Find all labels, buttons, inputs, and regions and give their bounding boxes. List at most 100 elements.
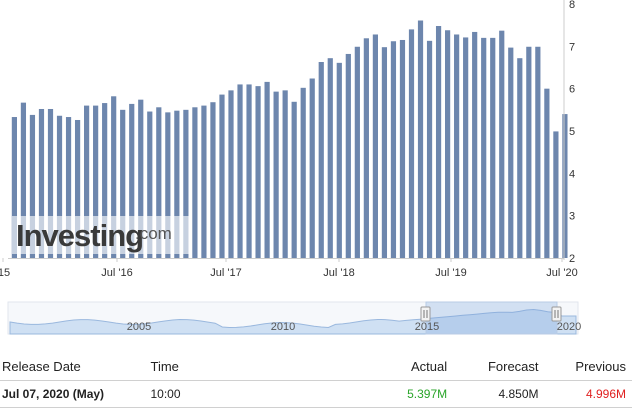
bar[interactable] [246,84,252,259]
watermark-brand: Investing [16,218,144,253]
x-tick-label: Jul '19 [435,267,466,279]
navigator-left-handle[interactable] [420,306,431,322]
y-tick-label: 8 [569,0,575,11]
bar[interactable] [327,58,333,258]
bar[interactable] [138,99,144,258]
bar[interactable] [201,105,207,258]
bar[interactable] [381,47,388,259]
bar[interactable] [47,108,54,259]
bar[interactable] [345,53,351,259]
x-tick-label: '15 [0,267,10,279]
y-axis-ticks: 2 3 4 5 6 7 8 [569,0,575,265]
header-release-date: Release Date [0,352,151,381]
bar[interactable] [472,31,478,258]
table-row: Jul 07, 2020 (May) 10:00 5.397M 4.850M 4… [0,380,632,408]
header-previous: Previous [538,352,632,381]
x-tick-label: Jul '18 [323,267,354,279]
navigator-label-2020: 2020 [557,321,581,333]
y-tick-label: 7 [569,41,575,53]
table-header-row: Release Date Time Actual Forecast Previo… [0,352,632,381]
bar[interactable] [147,111,153,258]
bar[interactable] [426,40,433,258]
header-time: Time [150,352,339,381]
bar[interactable] [102,103,108,258]
bar[interactable] [11,117,17,258]
y-tick-label: 4 [569,168,575,180]
bar[interactable] [300,87,306,258]
bar[interactable] [38,108,45,259]
bar[interactable] [156,107,162,258]
navigator-label-2010: 2010 [271,321,295,333]
bar[interactable] [219,94,225,258]
bar[interactable] [264,81,270,258]
bar[interactable] [93,105,99,258]
bar[interactable] [56,115,63,258]
bar[interactable] [228,90,234,258]
bar[interactable] [29,114,36,258]
bar[interactable] [363,38,369,258]
cell-release-date: Jul 07, 2020 (May) [0,380,151,408]
bar[interactable] [174,110,180,259]
navigator-label-2005: 2005 [127,321,151,333]
bar-series [11,20,568,259]
bar[interactable] [183,109,189,258]
y-tick-label: 5 [569,126,575,138]
cell-forecast: 4.850M [447,380,539,408]
bar[interactable] [408,29,415,259]
bar[interactable] [454,34,460,259]
navigator-label-2015: 2015 [415,321,439,333]
y-tick-label: 2 [569,253,575,265]
bar[interactable] [273,91,279,258]
bar[interactable] [65,117,72,258]
y-tick-label: 3 [569,211,575,223]
bar[interactable] [499,30,505,259]
bar[interactable] [535,46,541,259]
bar[interactable] [210,102,216,259]
navigator-series-area [9,308,577,335]
bar[interactable] [526,46,532,259]
bar[interactable] [517,58,523,258]
bar[interactable] [562,114,568,258]
watermark-suffix: .com [135,224,172,243]
cell-actual: 5.397M [338,380,448,408]
bar[interactable] [435,26,442,259]
bar[interactable] [372,34,378,259]
cell-time: 10:00 [150,380,339,408]
bar[interactable] [165,112,171,259]
header-actual: Actual [338,352,448,381]
bar[interactable] [282,90,288,258]
bar[interactable] [481,37,487,259]
bar[interactable] [74,119,81,259]
bar[interactable] [445,30,451,258]
x-tick-label: Jul '16 [101,267,132,279]
header-forecast: Forecast [447,352,539,381]
bar[interactable] [553,131,559,258]
bar[interactable] [490,37,496,259]
release-table: Release Date Time Actual Forecast Previo… [0,352,632,408]
bar[interactable] [336,62,342,259]
x-tick-label: Jul '20 [546,267,577,279]
bar[interactable] [129,103,135,258]
bar[interactable] [399,39,406,259]
bar[interactable] [255,86,261,258]
bar[interactable] [237,84,243,259]
bar[interactable] [354,46,360,259]
main-chart: 2 3 4 5 6 7 8 '15 Jul '16 Jul '17 Jul '18 Jul '19 J… [0,0,578,279]
bar[interactable] [20,102,27,258]
bar[interactable] [120,109,126,258]
bar[interactable] [544,88,550,258]
bar[interactable] [309,78,315,258]
bar[interactable] [291,101,297,258]
bar[interactable] [417,20,424,259]
navigator-selection[interactable] [425,301,558,335]
x-axis-ticks: '15 Jul '16 Jul '17 Jul '18 Jul '19 Jul '20 [0,258,578,279]
bar[interactable] [463,37,469,258]
bar[interactable] [508,47,514,258]
bar[interactable] [111,96,117,258]
bar[interactable] [390,41,397,258]
navigator[interactable]: 2005 2010 2015 2020 [0,296,632,338]
bar[interactable] [84,105,90,258]
bar[interactable] [192,107,198,258]
navigator-right-handle[interactable] [551,306,562,322]
bar[interactable] [318,62,324,258]
